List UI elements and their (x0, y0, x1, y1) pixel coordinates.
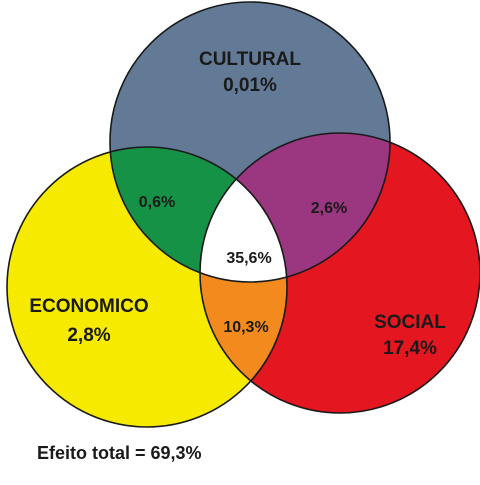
economico-value: 2,8% (67, 325, 110, 346)
economico-social-value: 10,3% (223, 319, 268, 336)
economico-name: ECONOMICO (29, 296, 148, 317)
cultural-economico-value: 0,6% (139, 194, 175, 211)
cultural-value: 0,01% (223, 75, 277, 96)
social-outline (199, 132, 480, 414)
economico-outline (6, 146, 288, 428)
cultural-social-value: 2,6% (311, 200, 347, 217)
cultural-name: CULTURAL (199, 49, 301, 70)
social-value: 17,4% (383, 338, 437, 359)
total-effect-text: Efeito total = 69,3% (37, 443, 202, 463)
social-name: SOCIAL (374, 312, 446, 333)
all-three-value: 35,6% (226, 250, 271, 267)
